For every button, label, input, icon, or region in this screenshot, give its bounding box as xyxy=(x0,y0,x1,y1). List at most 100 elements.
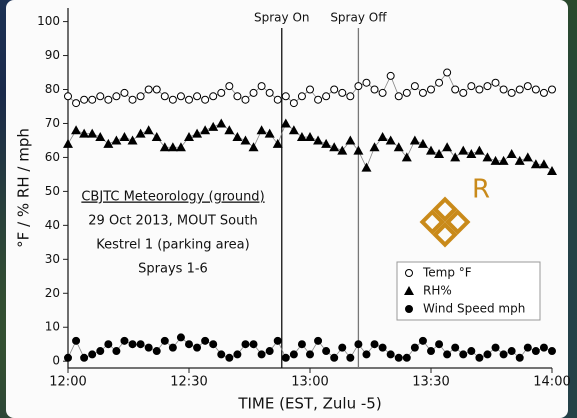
data-point xyxy=(176,333,185,342)
data-point xyxy=(135,128,146,138)
data-point xyxy=(531,85,540,94)
data-point xyxy=(257,350,266,359)
data-point xyxy=(459,350,468,359)
data-point xyxy=(451,85,460,94)
data-point xyxy=(394,92,403,101)
data-point xyxy=(119,132,130,142)
y-tick-label: 0 xyxy=(52,354,60,368)
data-point xyxy=(201,336,210,345)
data-point xyxy=(88,350,97,359)
data-point xyxy=(523,343,532,352)
legend-box xyxy=(396,261,541,321)
data-point xyxy=(136,340,145,349)
data-point xyxy=(167,142,178,152)
data-point xyxy=(281,353,290,362)
data-point xyxy=(248,142,259,152)
data-point xyxy=(370,340,379,349)
data-point xyxy=(120,88,129,97)
data-point xyxy=(249,340,258,349)
data-point xyxy=(538,159,549,169)
data-point xyxy=(483,82,492,91)
data-point xyxy=(175,142,186,152)
data-point xyxy=(409,135,420,145)
logo xyxy=(419,196,471,248)
data-point xyxy=(353,145,364,155)
data-point xyxy=(184,132,194,142)
data-point xyxy=(370,85,379,94)
data-point xyxy=(330,85,339,94)
data-point xyxy=(458,145,469,155)
data-point xyxy=(417,138,428,148)
data-point xyxy=(514,155,525,165)
data-point xyxy=(450,152,461,162)
data-point xyxy=(87,128,98,138)
data-point xyxy=(499,85,508,94)
data-point xyxy=(410,82,419,91)
data-point xyxy=(64,92,72,101)
data-point xyxy=(80,353,89,362)
data-point xyxy=(160,92,169,101)
data-point xyxy=(127,135,138,145)
data-point xyxy=(224,125,235,135)
y-tick-label: 10 xyxy=(45,320,60,334)
data-point xyxy=(548,347,556,356)
data-point xyxy=(159,142,170,152)
data-point xyxy=(249,88,258,97)
data-point xyxy=(467,347,476,356)
data-point xyxy=(193,92,202,101)
data-point xyxy=(522,152,533,162)
data-point xyxy=(539,88,548,97)
data-point xyxy=(297,340,306,349)
data-point xyxy=(401,152,412,162)
data-point xyxy=(548,85,556,94)
data-point xyxy=(474,145,485,155)
data-point xyxy=(264,128,275,138)
x-tick-label: 12:00 xyxy=(49,375,86,390)
data-point xyxy=(459,88,468,97)
note-line: CBJTC Meteorology (ground) xyxy=(81,190,264,205)
data-point xyxy=(515,85,524,94)
data-point xyxy=(443,68,452,77)
data-point xyxy=(329,142,340,152)
data-point xyxy=(410,343,419,352)
data-point xyxy=(402,353,411,362)
data-point xyxy=(233,92,242,101)
legend: Temp °F RH% Wind Speed mph xyxy=(396,261,541,321)
data-point xyxy=(176,92,185,101)
data-point xyxy=(265,88,274,97)
data-point xyxy=(79,128,90,138)
y-tick-label: 60 xyxy=(45,150,60,164)
data-point xyxy=(427,347,435,356)
data-point xyxy=(136,92,145,101)
data-point xyxy=(256,125,267,135)
data-point xyxy=(322,92,331,101)
data-point xyxy=(547,166,557,176)
data-point xyxy=(128,95,137,104)
data-point xyxy=(435,78,444,87)
data-point xyxy=(88,95,97,104)
data-point xyxy=(362,350,371,359)
data-point xyxy=(426,145,436,155)
data-point xyxy=(160,336,169,345)
y-tick-label: 40 xyxy=(45,218,60,232)
data-point xyxy=(499,350,508,359)
data-point xyxy=(96,92,105,101)
y-tick-label: 50 xyxy=(45,184,60,198)
data-point xyxy=(498,155,509,165)
data-point xyxy=(506,149,517,159)
data-point xyxy=(434,149,445,159)
data-point xyxy=(257,82,266,91)
data-point xyxy=(297,92,306,101)
data-point xyxy=(345,135,356,145)
data-point xyxy=(361,162,372,172)
note-line: Sprays 1-6 xyxy=(138,262,208,277)
data-point xyxy=(63,138,73,148)
data-point xyxy=(386,71,395,80)
data-point xyxy=(467,82,476,91)
data-point xyxy=(72,336,81,345)
data-point xyxy=(201,95,210,104)
data-point xyxy=(346,353,355,362)
data-point xyxy=(280,118,291,128)
data-point xyxy=(418,88,427,97)
